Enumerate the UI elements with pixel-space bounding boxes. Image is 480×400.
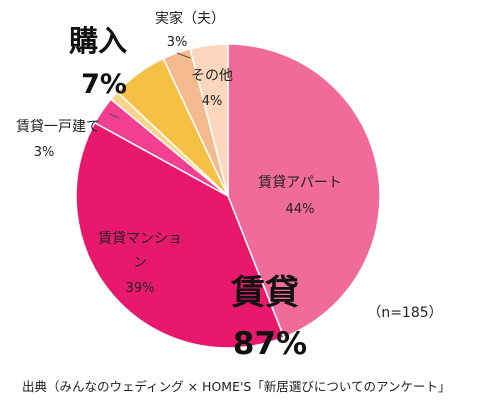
label-jikka-value: 3% xyxy=(167,35,188,50)
group-label-purchase-title: 購入 xyxy=(69,24,127,58)
label-mansion-name-1: 賃貸マンショ xyxy=(98,231,182,247)
pie-slices xyxy=(75,43,381,349)
label-sonota-value: 4% xyxy=(202,94,223,109)
label-mansion-name-2: ン xyxy=(133,255,147,271)
slice-sonota xyxy=(189,43,229,197)
group-label-purchase-value: 7% xyxy=(81,69,127,100)
slice-apart xyxy=(227,43,381,339)
label-ikkodate-value: 3% xyxy=(34,145,55,160)
leader-lines xyxy=(109,52,191,119)
label-jikka-name: 実家（夫） xyxy=(155,10,225,27)
source-caption: 出典（みんなのウェディング × HOME'S「新居選びについてのアンケート」 xyxy=(22,379,451,394)
slice-mansion xyxy=(75,121,285,349)
label-apart-name: 賃貸アパート xyxy=(258,175,342,191)
sample-size-note: （n=185） xyxy=(367,305,442,321)
label-apart-value: 44% xyxy=(286,202,315,217)
label-ikkodate-name: 賃貸一戸建て xyxy=(16,119,100,135)
label-sonota-name: その他 xyxy=(191,68,233,84)
group-label-rental-value: 87% xyxy=(233,326,307,362)
group-label-rental-title: 賃貸 xyxy=(230,273,299,313)
label-mansion-value: 39% xyxy=(126,281,155,296)
